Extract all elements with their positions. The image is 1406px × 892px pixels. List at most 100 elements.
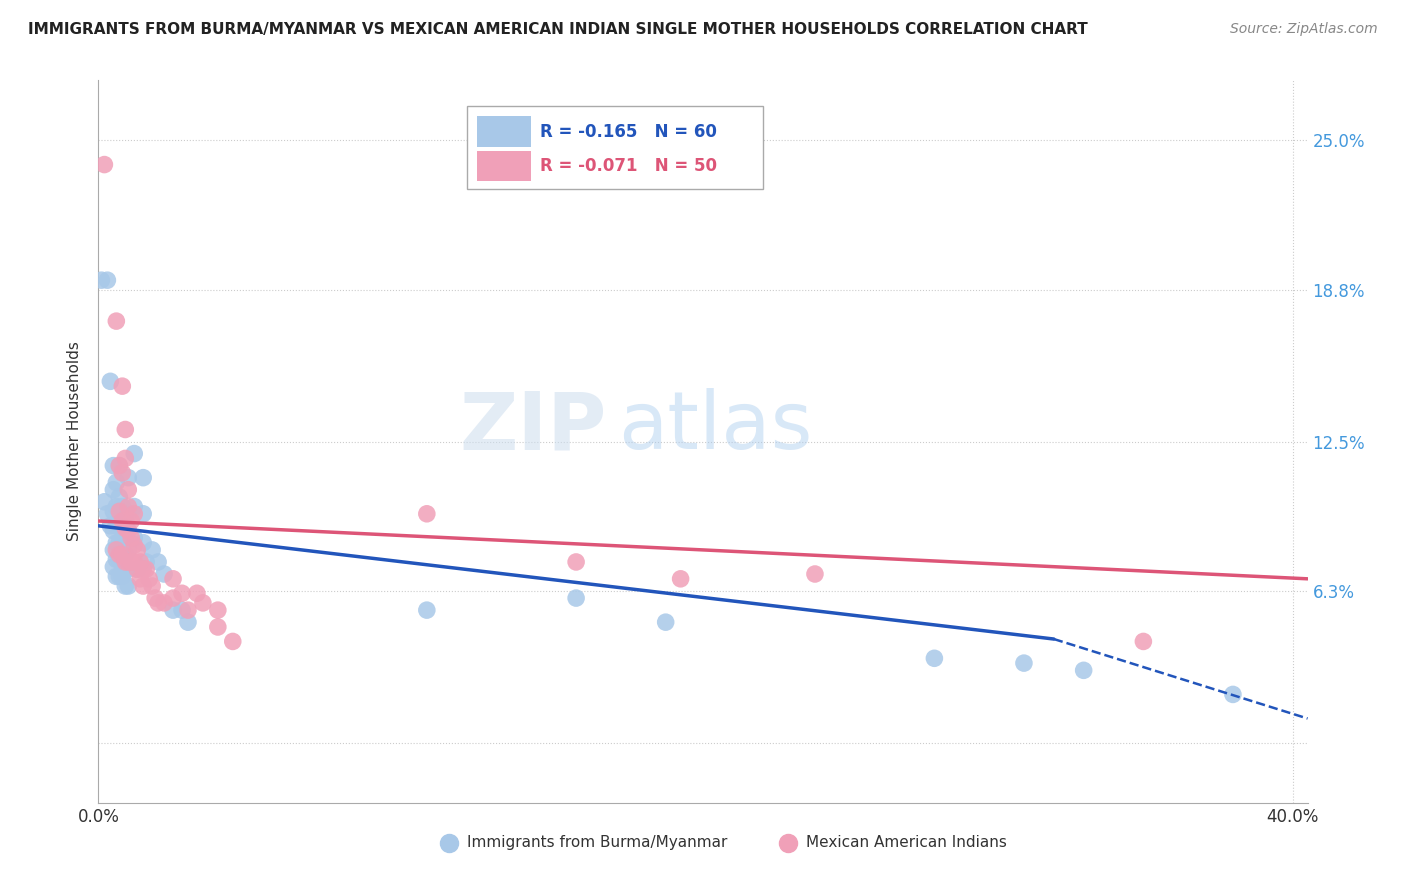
Point — [117, 507, 139, 521]
Point — [129, 555, 152, 569]
Point — [191, 596, 214, 610]
Point — [103, 483, 125, 497]
Text: IMMIGRANTS FROM BURMA/MYANMAR VS MEXICAN AMERICAN INDIAN SINGLE MOTHER HOUSEHOLD: IMMIGRANTS FROM BURMA/MYANMAR VS MEXICAN… — [28, 22, 1088, 37]
Point — [141, 579, 163, 593]
Point — [105, 569, 128, 583]
Text: ZIP: ZIP — [458, 388, 606, 467]
Point — [114, 511, 136, 525]
Point — [1132, 634, 1154, 648]
Point — [111, 514, 134, 528]
Point — [114, 423, 136, 437]
Point — [108, 535, 131, 549]
Point — [108, 569, 131, 583]
Point — [111, 519, 134, 533]
Point — [103, 559, 125, 574]
Point — [122, 555, 145, 569]
Point — [114, 451, 136, 466]
Point — [416, 507, 439, 521]
Point — [117, 524, 139, 538]
Point — [108, 458, 131, 473]
Point — [108, 511, 131, 525]
Point — [105, 552, 128, 566]
Point — [135, 555, 157, 569]
Point — [669, 572, 692, 586]
Point — [153, 596, 176, 610]
Point — [120, 514, 142, 528]
Point — [105, 314, 128, 328]
Point — [170, 586, 193, 600]
Point — [565, 555, 588, 569]
Point — [117, 555, 139, 569]
Point — [105, 542, 128, 557]
Point — [138, 572, 160, 586]
Y-axis label: Single Mother Households: Single Mother Households — [67, 342, 83, 541]
Point — [111, 555, 134, 569]
Point — [654, 615, 676, 630]
Point — [98, 375, 121, 389]
Point — [122, 500, 145, 514]
Point — [108, 458, 131, 473]
Point — [114, 548, 136, 562]
Point — [114, 555, 136, 569]
Point — [1073, 664, 1095, 678]
Point — [207, 620, 229, 634]
Point — [122, 447, 145, 461]
Point — [105, 500, 128, 514]
Text: R = -0.165   N = 60: R = -0.165 N = 60 — [540, 122, 717, 141]
Point — [127, 562, 149, 576]
Point — [111, 548, 134, 562]
Point — [146, 555, 169, 569]
Point — [120, 531, 142, 545]
Point — [135, 562, 157, 576]
Point — [111, 538, 134, 552]
Point — [90, 273, 112, 287]
Point — [117, 562, 139, 576]
Point — [114, 521, 136, 535]
Point — [108, 548, 131, 562]
Point — [111, 466, 134, 480]
Text: Mexican American Indians: Mexican American Indians — [806, 835, 1007, 850]
Point — [117, 500, 139, 514]
Text: atlas: atlas — [619, 388, 813, 467]
Point — [132, 562, 155, 576]
Point — [143, 591, 166, 606]
Point — [103, 524, 125, 538]
Point — [186, 586, 208, 600]
Point — [162, 572, 184, 586]
Point — [93, 158, 115, 172]
Point — [207, 603, 229, 617]
Point — [177, 603, 200, 617]
Text: Immigrants from Burma/Myanmar: Immigrants from Burma/Myanmar — [467, 835, 727, 850]
Point — [108, 552, 131, 566]
Point — [111, 569, 134, 583]
Point — [162, 603, 184, 617]
Point — [117, 524, 139, 538]
Point — [122, 538, 145, 552]
Point — [111, 379, 134, 393]
Point — [146, 596, 169, 610]
Point — [127, 562, 149, 576]
Point — [141, 542, 163, 557]
Point — [105, 535, 128, 549]
Point — [170, 603, 193, 617]
Point — [103, 542, 125, 557]
Point — [565, 591, 588, 606]
Point — [103, 458, 125, 473]
Point — [804, 567, 827, 582]
Point — [122, 531, 145, 545]
FancyBboxPatch shape — [477, 151, 531, 181]
Point — [117, 483, 139, 497]
Text: R = -0.071   N = 50: R = -0.071 N = 50 — [540, 157, 717, 175]
Point — [96, 273, 118, 287]
Point — [96, 507, 118, 521]
Point — [114, 531, 136, 545]
FancyBboxPatch shape — [477, 116, 531, 147]
Point — [132, 471, 155, 485]
Point — [108, 504, 131, 518]
Point — [132, 579, 155, 593]
Point — [117, 471, 139, 485]
Point — [162, 591, 184, 606]
FancyBboxPatch shape — [467, 105, 763, 189]
Point — [98, 519, 121, 533]
Point — [114, 562, 136, 576]
